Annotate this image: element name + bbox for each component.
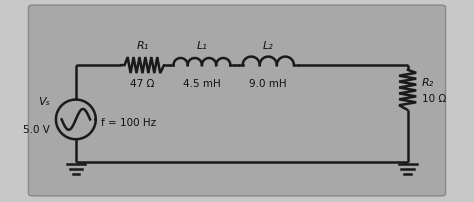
Text: R₂: R₂: [422, 78, 434, 87]
Text: 5.0 V: 5.0 V: [23, 124, 50, 135]
Text: Vₛ: Vₛ: [38, 97, 50, 107]
Text: 47 Ω: 47 Ω: [130, 79, 155, 89]
Text: L₁: L₁: [197, 41, 207, 51]
Text: R₁: R₁: [137, 41, 148, 51]
Text: 10 Ω: 10 Ω: [422, 94, 446, 103]
Text: 9.0 mH: 9.0 mH: [249, 79, 287, 89]
FancyBboxPatch shape: [28, 6, 446, 196]
Text: 4.5 mH: 4.5 mH: [183, 79, 221, 89]
Text: L₂: L₂: [263, 41, 273, 51]
Text: f = 100 Hz: f = 100 Hz: [101, 117, 156, 127]
